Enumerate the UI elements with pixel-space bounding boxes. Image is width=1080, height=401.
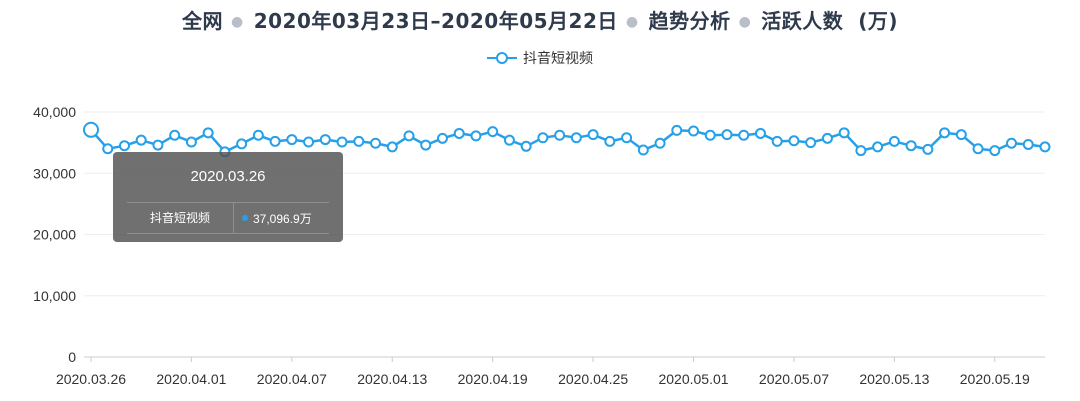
data-point — [721, 129, 733, 141]
active-data-point — [83, 121, 99, 138]
data-point — [386, 141, 398, 153]
legend-series-label: 抖音短视频 — [523, 51, 593, 67]
data-point — [821, 132, 833, 144]
x-tick-label: 2020.04.01 — [156, 371, 226, 387]
data-point — [587, 129, 599, 141]
data-point — [604, 135, 616, 147]
data-point — [336, 136, 348, 148]
x-tick-label: 2020.05.13 — [859, 371, 929, 387]
data-point — [621, 132, 633, 144]
x-tick-label: 2020.04.13 — [357, 371, 427, 387]
data-point — [319, 134, 331, 146]
data-point — [939, 127, 951, 139]
legend-line-icon — [487, 52, 517, 64]
data-point — [972, 143, 984, 155]
y-tick-label: 20,000 — [33, 227, 76, 243]
data-point — [152, 139, 164, 151]
data-point — [303, 136, 315, 148]
data-point — [1039, 141, 1051, 153]
separator-dot-icon: ● — [625, 14, 639, 30]
data-point — [420, 139, 432, 151]
data-point — [236, 138, 248, 150]
tooltip-row: 抖音短视频 37,096.9万 — [127, 202, 329, 234]
header-scope: 全网 — [181, 8, 223, 33]
header-date-range: 2020年03月23日–2020年05月22日 — [253, 8, 618, 33]
tooltip-value-text: 37,096.9万 — [253, 211, 312, 226]
data-point — [754, 127, 766, 139]
data-point — [169, 129, 181, 141]
data-point — [671, 124, 683, 136]
data-point — [654, 137, 666, 149]
data-point — [403, 130, 415, 142]
data-point — [135, 134, 147, 146]
data-point — [487, 126, 499, 138]
data-point — [286, 134, 298, 146]
data-point — [905, 140, 917, 152]
data-point — [805, 137, 817, 149]
data-point — [537, 132, 549, 144]
data-point — [554, 129, 566, 141]
data-point — [185, 136, 197, 148]
data-point — [503, 134, 515, 146]
data-point — [922, 143, 934, 155]
header-analysis-type: 趋势分析 — [648, 8, 731, 33]
chart-header: 全网 ● 2020年03月23日–2020年05月22日 ● 趋势分析 ● 活跃… — [0, 0, 1080, 38]
data-point — [252, 129, 264, 141]
data-point — [118, 140, 130, 152]
separator-dot-icon: ● — [230, 14, 244, 30]
data-point — [771, 135, 783, 147]
tooltip-series-name: 抖音短视频 — [127, 203, 234, 233]
data-point — [436, 132, 448, 144]
separator-dot-icon: ● — [738, 14, 752, 30]
data-point — [637, 144, 649, 156]
series-dot-icon — [242, 215, 248, 221]
x-tick-label: 2020.05.07 — [759, 371, 829, 387]
data-point — [855, 145, 867, 157]
data-point — [704, 129, 716, 141]
y-tick-label: 30,000 — [33, 165, 76, 181]
series-line — [90, 128, 1046, 154]
tooltip-date: 2020.03.26 — [190, 168, 266, 185]
x-tick-label: 2020.03.26 — [56, 371, 126, 387]
data-point — [1022, 138, 1034, 150]
x-tick-label: 2020.05.19 — [960, 371, 1030, 387]
data-point — [570, 132, 582, 144]
data-point — [1006, 137, 1018, 149]
data-point — [202, 127, 214, 139]
data-point — [453, 127, 465, 139]
data-point — [470, 130, 482, 142]
x-tick-label: 2020.04.19 — [458, 371, 528, 387]
data-point — [353, 135, 365, 147]
data-point — [738, 129, 750, 141]
data-point — [788, 135, 800, 147]
data-point — [989, 145, 1001, 157]
y-tick-label: 10,000 — [33, 288, 76, 304]
data-point — [370, 137, 382, 149]
y-tick-label: 0 — [68, 349, 76, 365]
data-point — [688, 125, 700, 137]
chart-legend[interactable]: 抖音短视频 — [0, 46, 1080, 70]
data-point — [888, 135, 900, 147]
header-metric: 活跃人数 (万) — [761, 8, 899, 33]
data-point — [955, 129, 967, 141]
data-point — [102, 143, 114, 155]
x-tick-label: 2020.05.01 — [658, 371, 728, 387]
data-point — [838, 127, 850, 139]
x-tick-label: 2020.04.25 — [558, 371, 628, 387]
data-point — [269, 135, 281, 147]
data-point — [520, 140, 532, 152]
chart-tooltip: 2020.03.26 抖音短视频 37,096.9万 — [113, 152, 343, 242]
data-point — [872, 141, 884, 153]
x-tick-label: 2020.04.07 — [257, 371, 327, 387]
tooltip-value: 37,096.9万 — [234, 210, 312, 227]
y-tick-label: 40,000 — [33, 104, 76, 120]
